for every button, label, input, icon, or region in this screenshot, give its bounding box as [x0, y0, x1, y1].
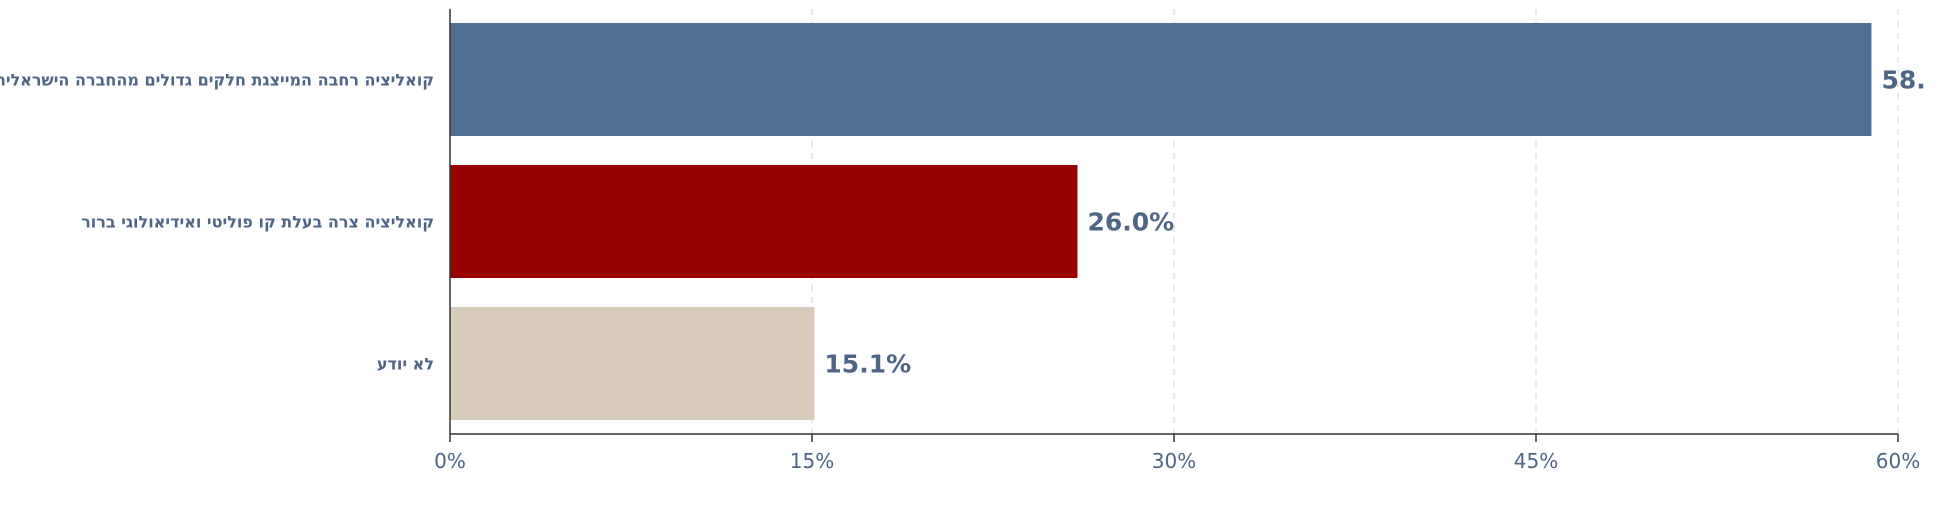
- tick-labels: 0% 15% 30% 45% 60%: [434, 449, 1920, 473]
- category-label-1: קואליציה צרה בעלת קו פוליטי ואידיאולוגי …: [81, 213, 434, 232]
- value-label-2: 15.1%: [824, 350, 911, 379]
- x-tick-label-2: 30%: [1152, 449, 1196, 473]
- category-label-0: קואליציה רחבה המייצגת חלקים גדולים מהחבר…: [0, 71, 434, 90]
- value-label-0: 58.: [1881, 66, 1925, 95]
- value-labels: 58. 26.0% 15.1%: [824, 66, 1925, 379]
- category-label-2: לא יודע: [377, 355, 434, 374]
- bars: [450, 23, 1872, 420]
- x-tick-label-4: 60%: [1876, 449, 1920, 473]
- axes: [449, 9, 1899, 442]
- bar-2: [450, 307, 815, 420]
- x-tick-label-3: 45%: [1514, 449, 1558, 473]
- x-tick-label-0: 0%: [434, 449, 466, 473]
- value-label-1: 26.0%: [1087, 208, 1174, 237]
- bar-0: [450, 23, 1872, 136]
- bar-1: [450, 165, 1078, 278]
- x-tick-label-1: 15%: [790, 449, 834, 473]
- category-labels: קואליציה רחבה המייצגת חלקים גדולים מהחבר…: [0, 71, 434, 374]
